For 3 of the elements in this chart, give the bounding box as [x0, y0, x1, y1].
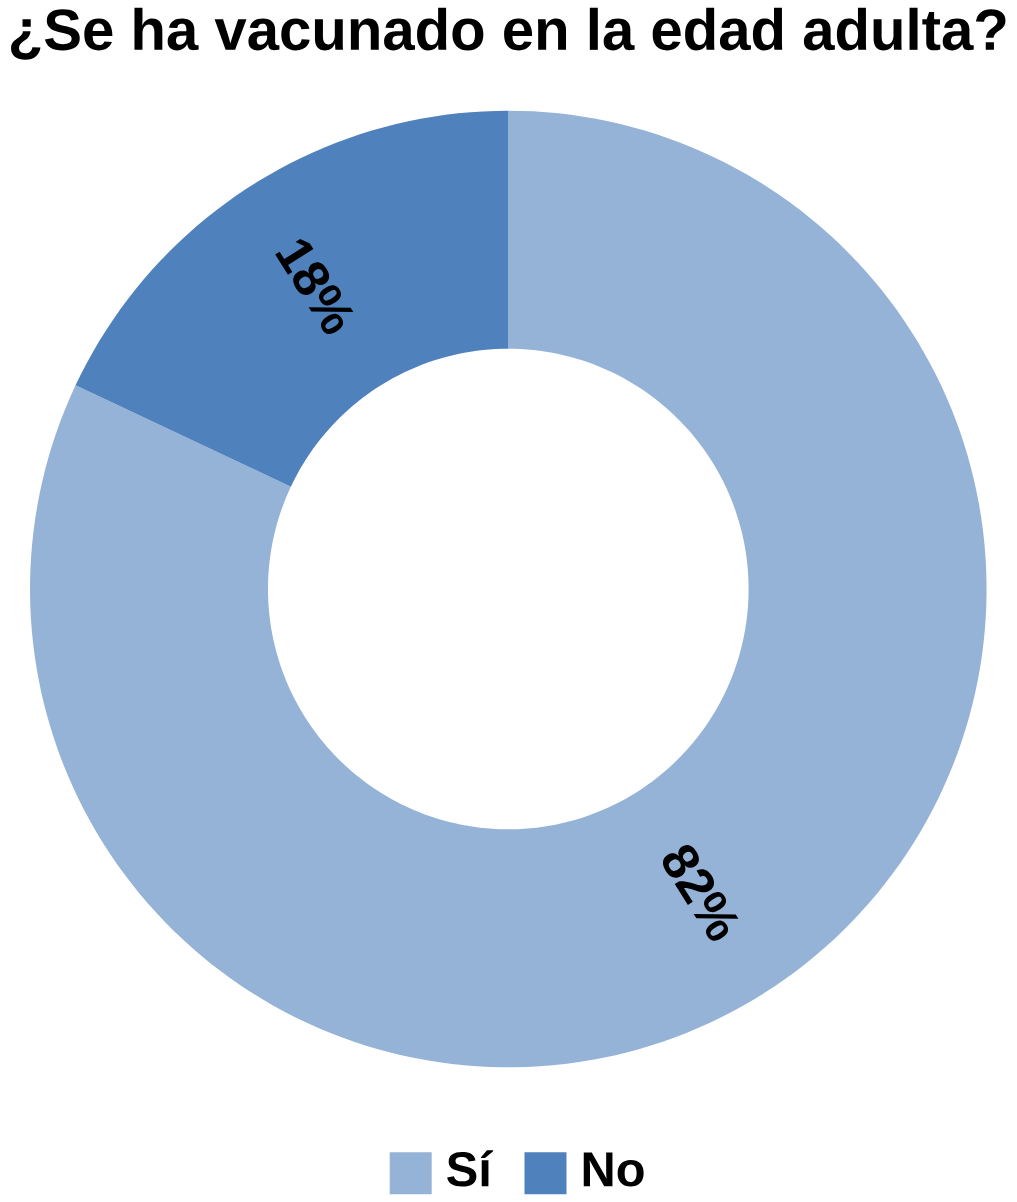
- chart-title: ¿Se ha vacunado en la edad adulta?: [11, 7, 1006, 60]
- legend-label: No: [583, 1152, 644, 1187]
- legend-label: Sí: [447, 1150, 494, 1187]
